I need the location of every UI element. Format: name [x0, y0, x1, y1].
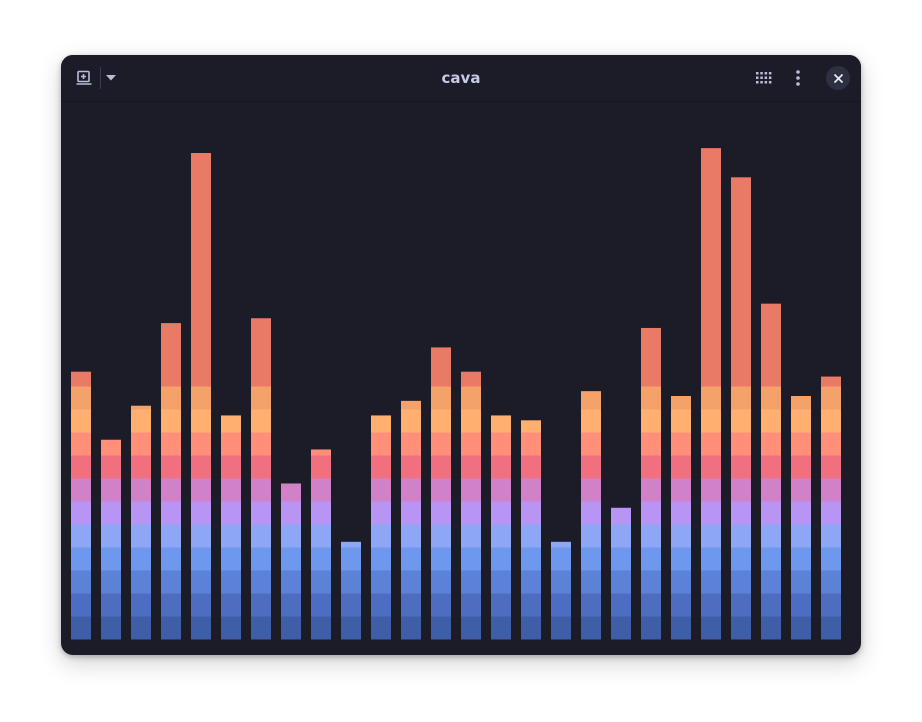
visualizer-bar: [251, 318, 271, 640]
visualizer-bar: [521, 420, 541, 640]
visualizer-bar: [731, 177, 751, 640]
chevron-down-icon: [106, 75, 116, 81]
header-bar: cava: [61, 55, 861, 102]
visualizer-bar: [791, 396, 811, 640]
visualizer-bar: [371, 415, 391, 640]
button-separator: [100, 67, 101, 89]
new-tab-button[interactable]: [71, 66, 97, 90]
terminal-window: cava: [61, 55, 861, 655]
visualizer-bar: [401, 400, 421, 640]
close-icon: [833, 73, 843, 83]
visualizer-bar: [491, 415, 511, 640]
new-tab-menu-button[interactable]: [103, 66, 119, 90]
visualizer-bar: [101, 439, 121, 640]
vertical-dots-icon: [796, 70, 800, 86]
close-button[interactable]: [826, 66, 850, 90]
new-tab-icon: [76, 70, 92, 85]
audio-visualizer: [71, 148, 841, 640]
visualizer-bar: [191, 153, 211, 640]
visualizer-bar: [311, 449, 331, 640]
visualizer-bar: [461, 371, 481, 640]
visualizer-bar: [281, 483, 301, 640]
visualizer-bar: [551, 541, 571, 640]
visualizer-bar: [671, 396, 691, 640]
window-title: cava: [441, 69, 481, 87]
main-menu-button[interactable]: [785, 66, 811, 90]
visualizer-bar: [641, 327, 661, 640]
visualizer-bar: [71, 371, 91, 640]
visualizer-bar: [611, 507, 631, 640]
visualizer-bar: [221, 415, 241, 640]
visualizer-bar: [581, 391, 601, 640]
visualizer-bar: [341, 541, 361, 640]
visualizer-bar: [161, 323, 181, 640]
visualizer-bar: [761, 303, 781, 640]
visualizer-bar: [701, 148, 721, 640]
grid-icon: [756, 72, 772, 84]
visualizer-bar: [431, 347, 451, 640]
overview-button[interactable]: [751, 66, 777, 90]
visualizer-bar: [821, 376, 841, 640]
visualizer-bar: [131, 405, 151, 640]
